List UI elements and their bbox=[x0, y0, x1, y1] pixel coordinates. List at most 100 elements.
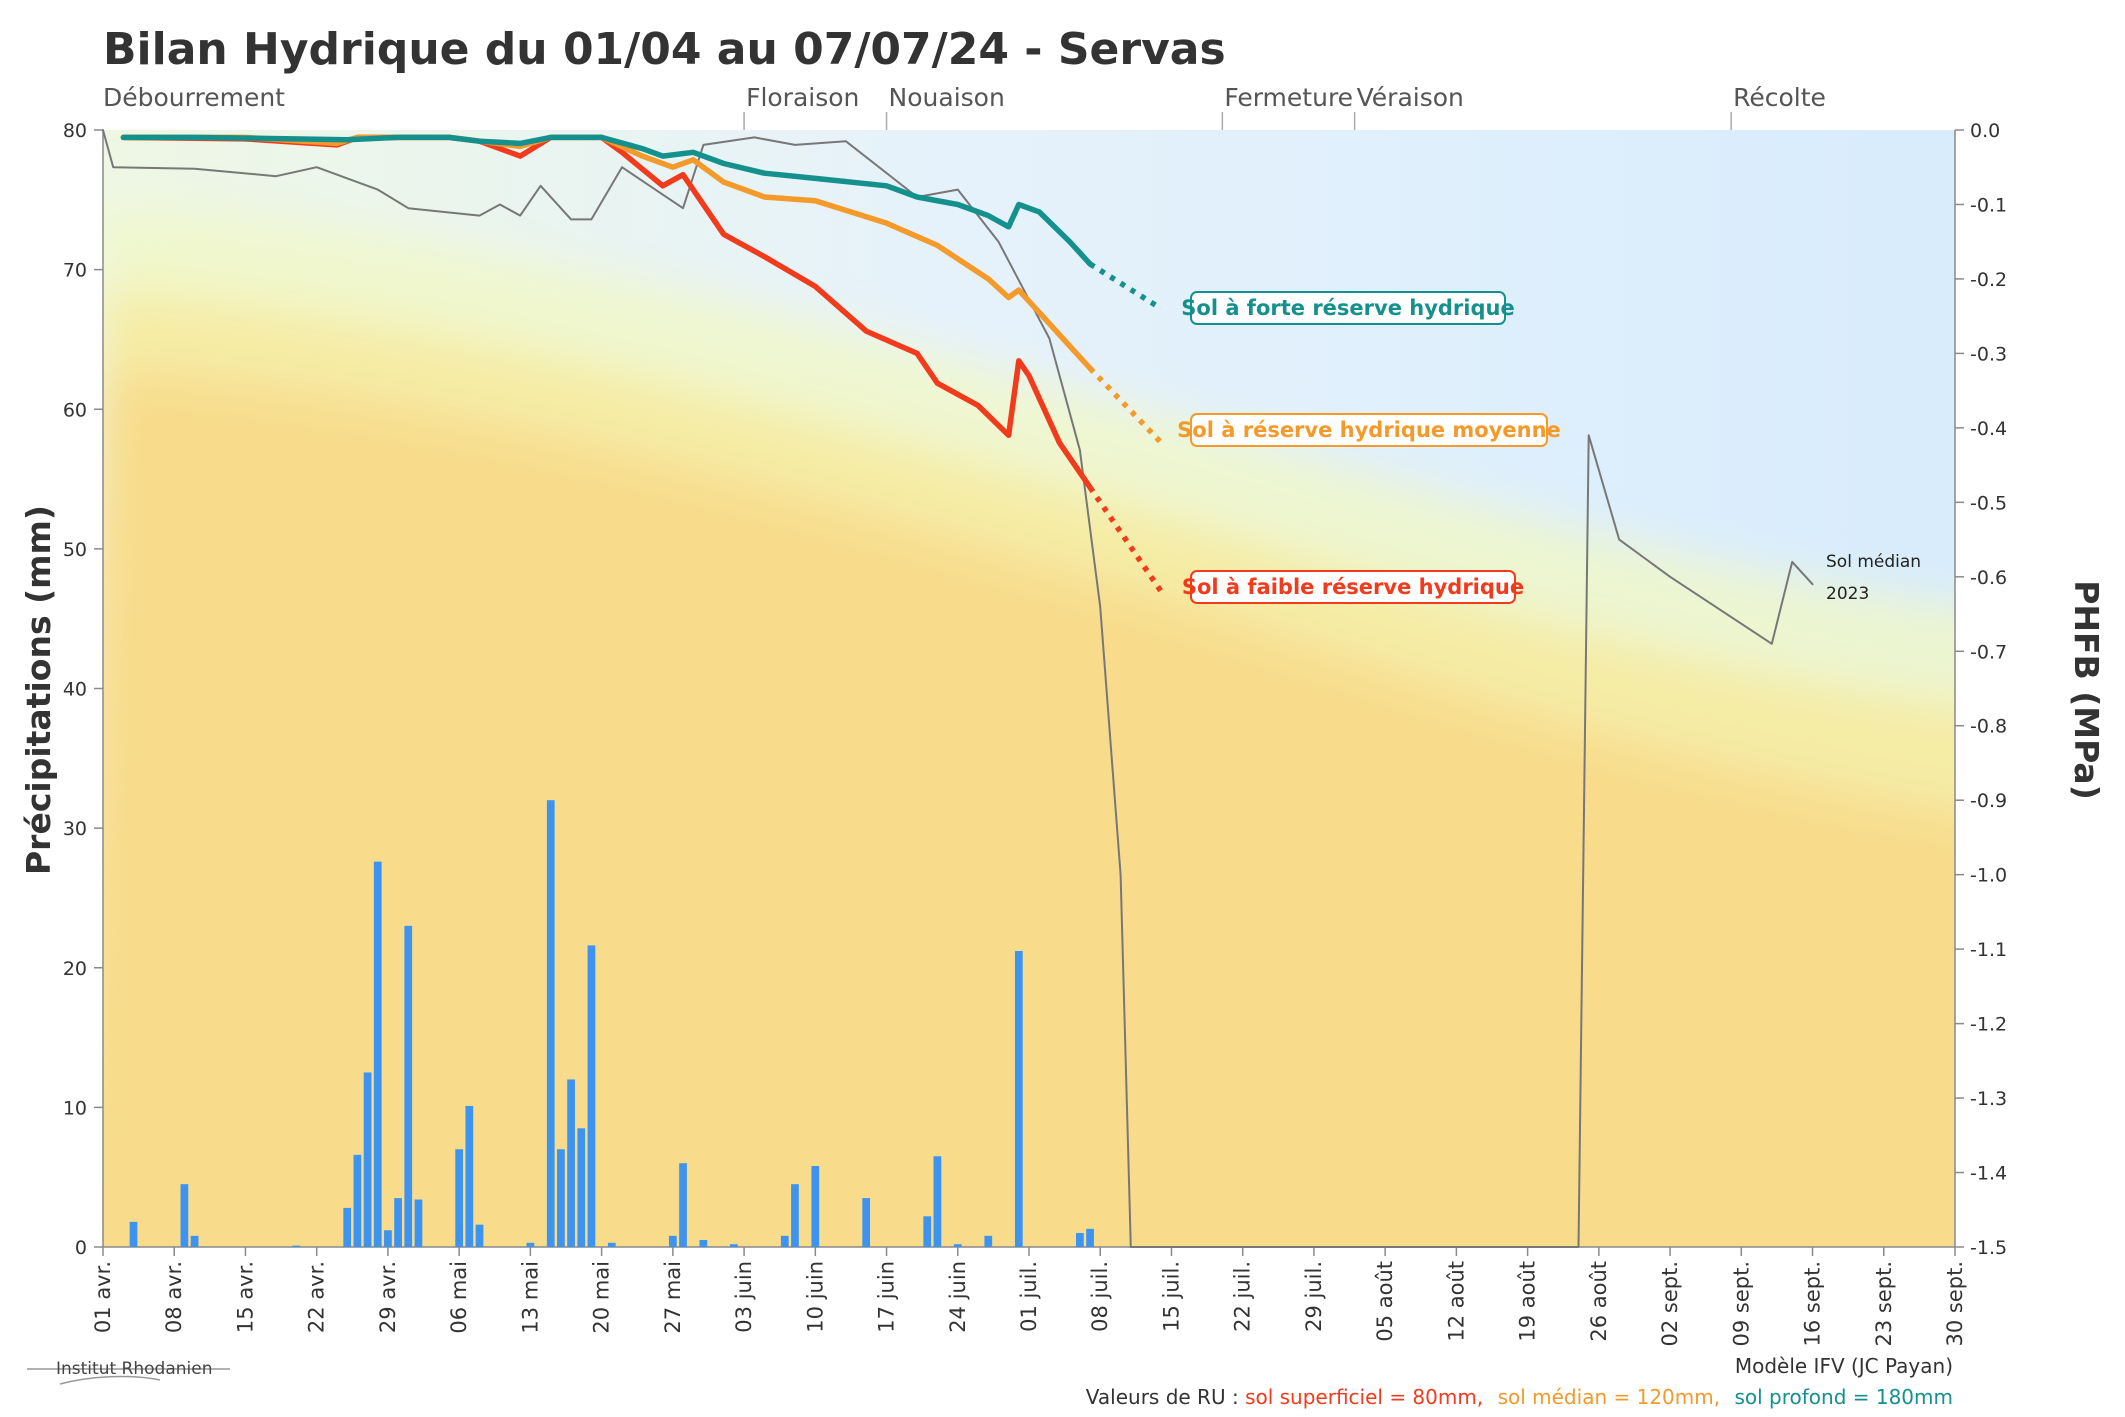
precipitation-bar bbox=[404, 925, 413, 1247]
stage-label: Floraison bbox=[746, 83, 859, 112]
precipitation-bar bbox=[780, 1235, 789, 1247]
y-right-tick-label: -1.1 bbox=[1970, 939, 2007, 961]
y-left-tick-label: 20 bbox=[63, 958, 87, 980]
x-tick-label: 05 août bbox=[1373, 1261, 1397, 1342]
x-tick-label: 08 juil. bbox=[1088, 1261, 1112, 1332]
precipitation-bar bbox=[455, 1149, 464, 1247]
x-tick-label: 20 mai bbox=[590, 1261, 614, 1334]
x-tick-label: 15 avr. bbox=[233, 1261, 257, 1333]
phenology-stages: Débourrement Floraison Nouaison Fermeture Vé… bbox=[103, 83, 1826, 130]
stage-label: Nouaison bbox=[889, 83, 1005, 112]
precipitation-bar bbox=[343, 1207, 352, 1247]
precipitation-bar bbox=[129, 1221, 138, 1247]
chart-title: Bilan Hydrique du 01/04 au 07/07/24 - Se… bbox=[103, 24, 1226, 75]
precipitation-bar bbox=[730, 1244, 738, 1247]
y-left-tick-label: 50 bbox=[63, 539, 87, 561]
precipitation-bar bbox=[557, 1149, 565, 1247]
y-right-tick-label: -0.5 bbox=[1970, 492, 2007, 514]
y-right-tick-label: -1.3 bbox=[1970, 1088, 2007, 1110]
logo-text: Institut Rhodanien bbox=[56, 1359, 212, 1379]
y-right-tick-label: -0.7 bbox=[1970, 641, 2007, 663]
y-left-tick-label: 0 bbox=[75, 1237, 87, 1259]
y-right-tick-label: -0.3 bbox=[1970, 343, 2007, 365]
precipitation-bar bbox=[373, 861, 382, 1247]
x-tick-label: 10 juin bbox=[803, 1261, 827, 1333]
label-forte: Sol à forte réserve hydrique bbox=[1181, 291, 1515, 325]
precipitation-bar bbox=[190, 1235, 199, 1247]
x-tick-label: 01 juil. bbox=[1017, 1261, 1041, 1332]
stage-label: Débourrement bbox=[103, 83, 285, 112]
stage-label: Fermeture bbox=[1224, 83, 1353, 112]
precipitation-bar bbox=[791, 1184, 799, 1247]
label-faible: Sol à faible réserve hydrique bbox=[1182, 570, 1524, 604]
stage-label: Récolte bbox=[1733, 83, 1826, 112]
y-right-tick-label: -0.1 bbox=[1970, 194, 2007, 216]
y-left-tick-label: 10 bbox=[63, 1097, 87, 1119]
precipitation-bar bbox=[465, 1105, 474, 1247]
precipitation-bar bbox=[1086, 1228, 1094, 1247]
y-right-tick-label: 0.0 bbox=[1970, 120, 2000, 142]
precipitation-bar bbox=[526, 1242, 535, 1247]
precipitation-bar bbox=[1076, 1233, 1084, 1247]
y-right-tick-label: -1.5 bbox=[1970, 1237, 2007, 1259]
precipitation-bar bbox=[923, 1216, 932, 1247]
precipitation-bar bbox=[414, 1199, 423, 1247]
precipitation-bar bbox=[668, 1235, 677, 1247]
precipitation-bar bbox=[363, 1072, 372, 1247]
precipitation-bar bbox=[567, 1079, 575, 1247]
y-right-tick-label: -0.2 bbox=[1970, 269, 2007, 291]
x-tick-label: 23 sept. bbox=[1872, 1261, 1896, 1347]
model-credit: Modèle IFV (JC Payan) bbox=[1735, 1354, 1953, 1378]
median-label-line1: Sol médian bbox=[1826, 552, 1921, 572]
series-line-median bbox=[102, 129, 1814, 1248]
label-moyenne: Sol à réserve hydrique moyenne bbox=[1177, 413, 1561, 447]
x-tick-label: 13 mai bbox=[518, 1261, 542, 1334]
y-right-tick-label: -0.8 bbox=[1970, 716, 2007, 738]
x-tick-label: 17 juin bbox=[875, 1261, 899, 1333]
precipitation-bar bbox=[933, 1156, 942, 1247]
date-axis: 01 avr. 08 avr. 15 avr. 22 avr. 29 avr. 06 ma… bbox=[91, 1246, 1967, 1347]
logo: Institut Rhodanien bbox=[27, 1359, 230, 1385]
y-right-tick-label: -1.2 bbox=[1970, 1014, 2007, 1036]
x-tick-label: 12 août bbox=[1444, 1261, 1468, 1342]
precipitation-bar bbox=[862, 1198, 871, 1247]
x-tick-label: 02 sept. bbox=[1658, 1261, 1682, 1347]
y-left-tick-label: 70 bbox=[63, 260, 87, 282]
precipitation-bar bbox=[577, 1128, 586, 1247]
y-right-tick-label: -1.4 bbox=[1970, 1163, 2007, 1185]
precipitation-bar bbox=[292, 1245, 301, 1247]
plot-background bbox=[103, 130, 1955, 1247]
precipitation-bar bbox=[384, 1230, 392, 1247]
series-forecast-moyenne bbox=[1088, 366, 1164, 445]
x-tick-label: 22 juil. bbox=[1231, 1261, 1255, 1332]
x-tick-label: 15 juil. bbox=[1159, 1261, 1183, 1332]
precipitation-axis: 0 10 20 30 40 50 60 70 80 bbox=[63, 120, 104, 1259]
y-left-title: Précipitations (mm) bbox=[19, 505, 58, 875]
x-tick-label: 22 avr. bbox=[305, 1261, 329, 1333]
x-tick-label: 16 sept. bbox=[1801, 1261, 1825, 1347]
svg-text:Sol à forte réserve hydrique: Sol à forte réserve hydrique bbox=[1181, 296, 1514, 320]
y-right-tick-label: -0.4 bbox=[1970, 418, 2007, 440]
precipitation-bar bbox=[607, 1242, 616, 1247]
phfb-axis: 0.0 -0.1 -0.2 -0.3 -0.4 -0.5 -0.6 -0.7 -0.8 -0.9 -… bbox=[1954, 120, 2007, 1259]
x-tick-label: 30 sept. bbox=[1943, 1261, 1967, 1347]
y-right-tick-label: -0.9 bbox=[1970, 790, 2007, 812]
precipitation-bar bbox=[953, 1244, 962, 1247]
stage-label: Véraison bbox=[1357, 83, 1464, 112]
precipitation-bar bbox=[587, 945, 596, 1247]
x-tick-label: 03 juin bbox=[732, 1261, 756, 1333]
precipitation-bars bbox=[129, 800, 1094, 1247]
series-forecast-faible bbox=[1087, 485, 1164, 594]
y-left-tick-label: 60 bbox=[63, 399, 87, 421]
x-tick-label: 26 août bbox=[1587, 1261, 1611, 1342]
precipitation-bar bbox=[353, 1154, 362, 1247]
precipitation-bar bbox=[679, 1163, 687, 1247]
y-right-tick-label: -0.6 bbox=[1970, 567, 2007, 589]
precipitation-bar bbox=[546, 800, 555, 1247]
x-tick-label: 29 avr. bbox=[376, 1261, 400, 1333]
precipitation-bar bbox=[180, 1184, 189, 1247]
y-right-tick-label: -1.0 bbox=[1970, 865, 2007, 887]
x-tick-label: 24 juin bbox=[946, 1261, 970, 1333]
x-tick-label: 08 avr. bbox=[162, 1261, 186, 1333]
